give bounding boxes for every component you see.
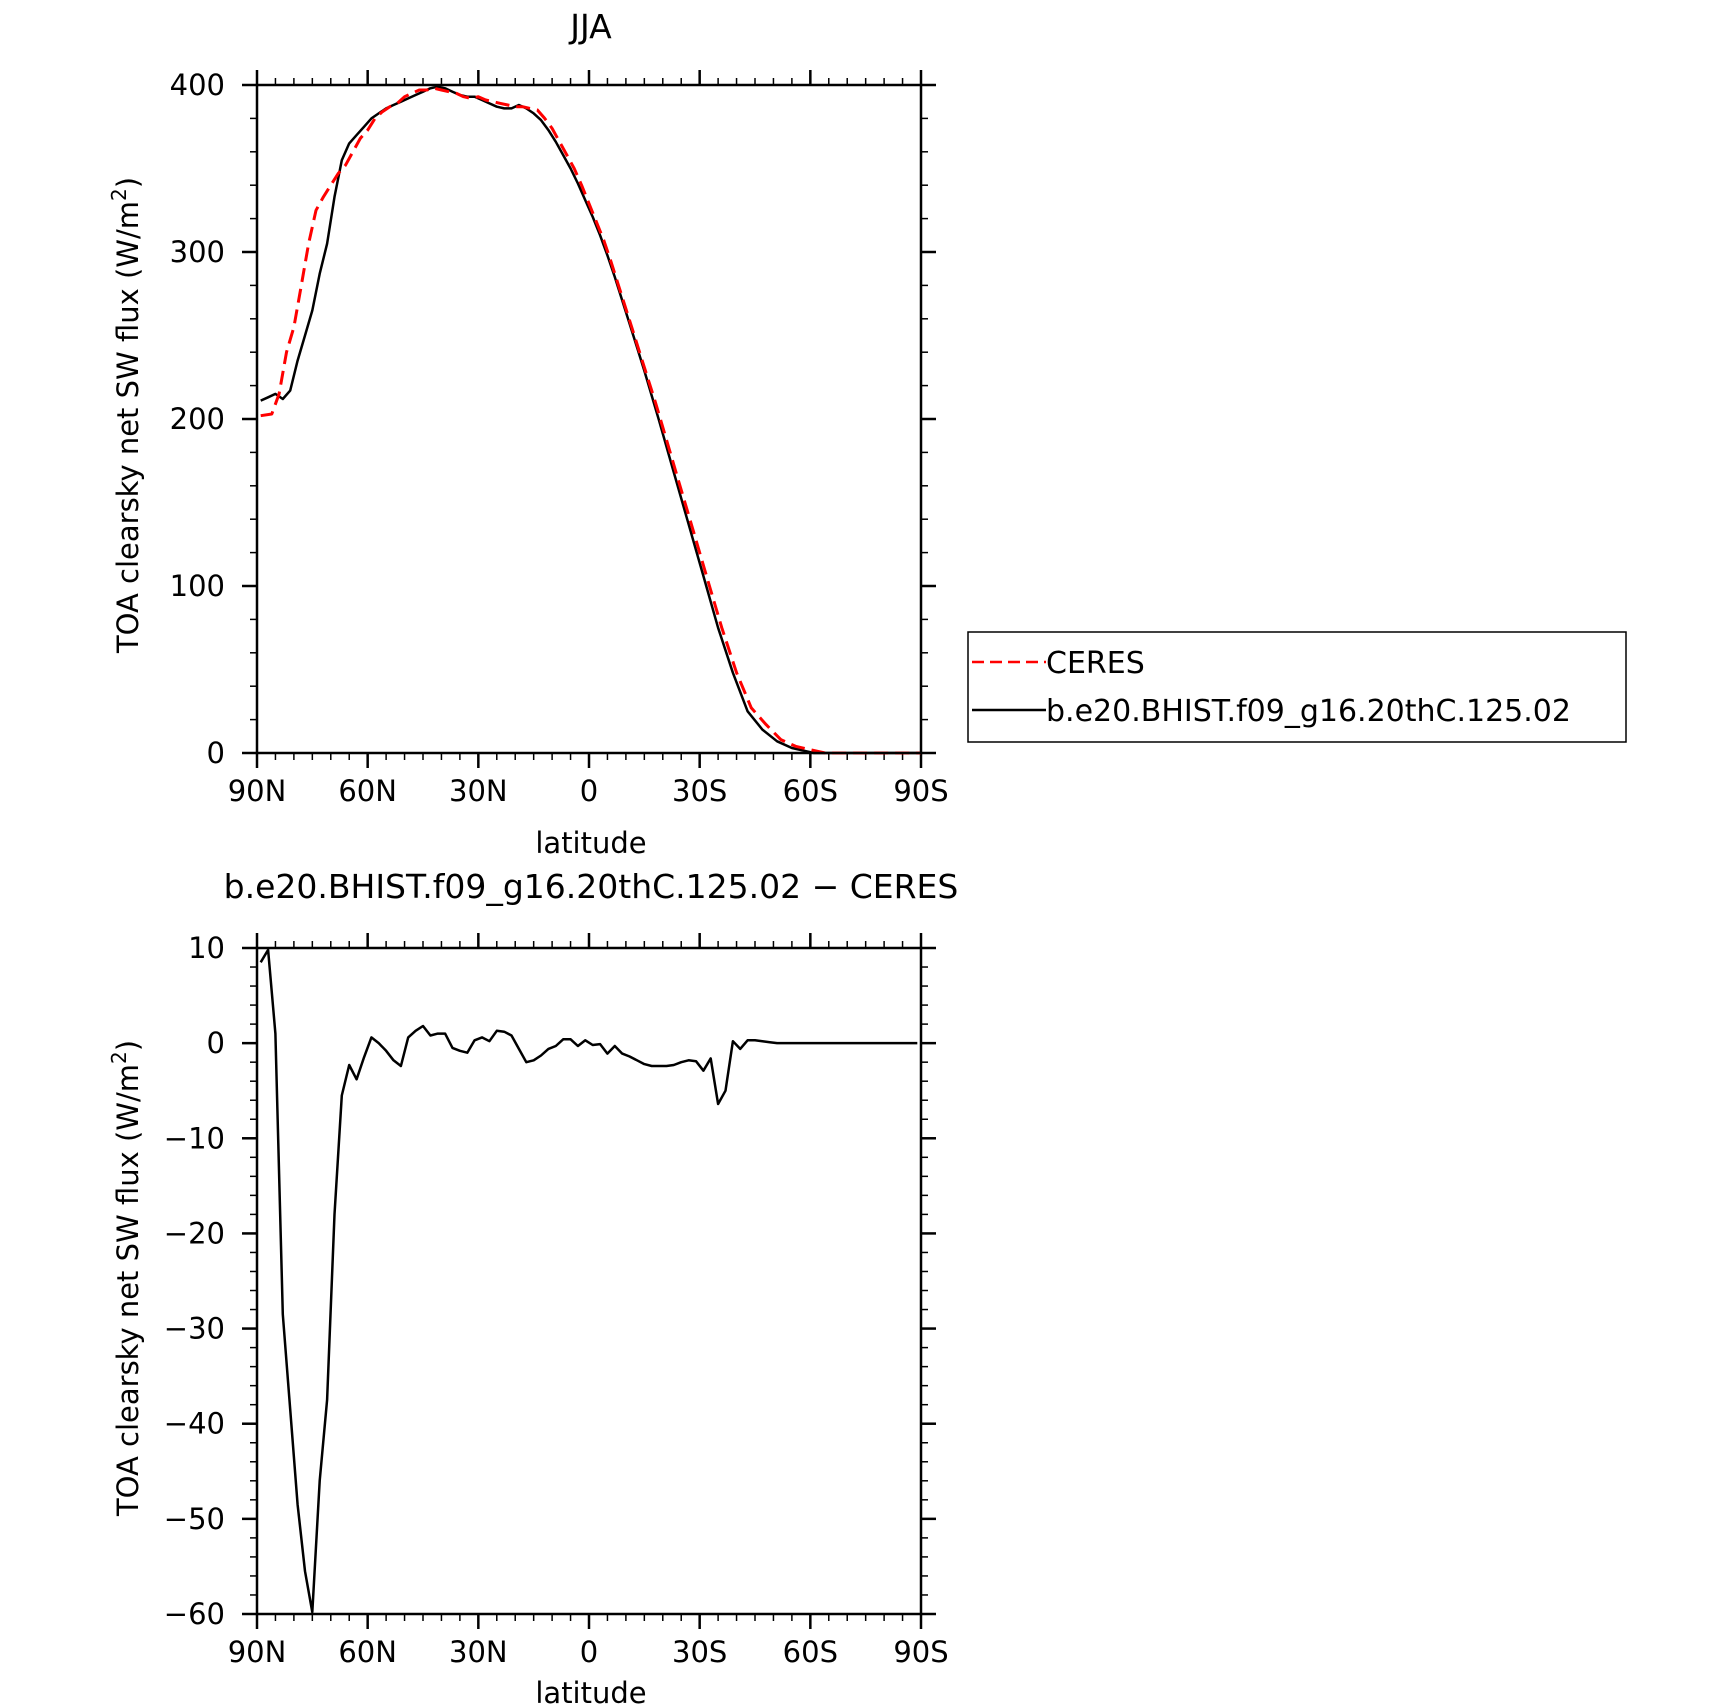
legend-label-ceres: CERES bbox=[1046, 646, 1145, 681]
top-x-tick-label: 0 bbox=[580, 774, 598, 808]
legend-label-model: b.e20.BHIST.f09_g16.20thC.125.02 bbox=[1046, 694, 1571, 729]
top-y-tick-label: 100 bbox=[170, 569, 225, 603]
top-axis-ticks: 90N 60N 30N 0 30S 60S 90S 0 100 200 300 400 bbox=[170, 68, 949, 808]
bottom-series-lines bbox=[259, 948, 918, 1614]
bottom-y-axis-label: TOA clearsky net SW flux (W/m2) bbox=[107, 1040, 145, 1517]
bottom-x-axis-label: latitude bbox=[535, 1676, 646, 1706]
bottom-x-tick-label: 60S bbox=[783, 1635, 838, 1669]
top-y-tick-label: 0 bbox=[207, 736, 225, 770]
legend: CERES b.e20.BHIST.f09_g16.20thC.125.02 bbox=[967, 631, 1627, 743]
bottom-y-tick-label: −20 bbox=[164, 1216, 225, 1250]
top-y-tick-label: 400 bbox=[170, 68, 225, 102]
top-x-tick-label: 60S bbox=[783, 774, 838, 808]
top-y-tick-label: 200 bbox=[170, 402, 225, 436]
top-x-axis-label: latitude bbox=[535, 826, 646, 860]
svg-text:TOA clearsky net SW flux (W/m2: TOA clearsky net SW flux (W/m2) bbox=[107, 177, 145, 654]
top-panel: JJA TOA clearsky net SW flux (W/m2) lati… bbox=[107, 7, 1627, 860]
top-y-axis-label: TOA clearsky net SW flux (W/m2) bbox=[107, 177, 145, 654]
svg-text:TOA clearsky net SW flux (W/m2: TOA clearsky net SW flux (W/m2) bbox=[107, 1040, 145, 1517]
top-series-line-0 bbox=[260, 86, 921, 755]
bottom-y-tick-label: −50 bbox=[164, 1502, 225, 1536]
bottom-x-tick-label: 30S bbox=[672, 1635, 727, 1669]
bottom-series-line-0 bbox=[259, 948, 918, 1614]
top-x-tick-label: 60N bbox=[338, 774, 397, 808]
top-x-tick-label: 90S bbox=[893, 774, 948, 808]
top-x-tick-label: 90N bbox=[228, 774, 287, 808]
bottom-y-tick-label: −60 bbox=[164, 1597, 225, 1631]
bottom-y-tick-label: 10 bbox=[188, 931, 225, 965]
bottom-x-tick-label: 30N bbox=[449, 1635, 508, 1669]
bottom-plot-frame bbox=[255, 946, 923, 1616]
bottom-y-tick-label: −10 bbox=[164, 1121, 225, 1155]
bottom-y-tick-label: 0 bbox=[207, 1026, 225, 1060]
bottom-panel: b.e20.BHIST.f09_g16.20thC.125.02 − CERES… bbox=[107, 867, 958, 1706]
bottom-y-tick-label: −40 bbox=[164, 1407, 225, 1441]
bottom-y-tick-label: −30 bbox=[164, 1312, 225, 1346]
top-plot-frame bbox=[255, 83, 923, 755]
top-x-tick-label: 30S bbox=[672, 774, 727, 808]
legend-box bbox=[967, 631, 1627, 743]
bottom-chart-title: b.e20.BHIST.f09_g16.20thC.125.02 − CERES bbox=[224, 867, 959, 906]
top-series-line-1 bbox=[260, 85, 918, 755]
bottom-x-tick-label: 60N bbox=[338, 1635, 397, 1669]
top-x-tick-label: 30N bbox=[449, 774, 508, 808]
bottom-x-tick-label: 0 bbox=[580, 1635, 598, 1669]
top-series-lines bbox=[260, 85, 921, 755]
bottom-x-tick-label: 90N bbox=[228, 1635, 287, 1669]
top-y-tick-label: 300 bbox=[170, 235, 225, 269]
bottom-x-tick-label: 90S bbox=[893, 1635, 948, 1669]
top-chart-title: JJA bbox=[568, 7, 612, 46]
